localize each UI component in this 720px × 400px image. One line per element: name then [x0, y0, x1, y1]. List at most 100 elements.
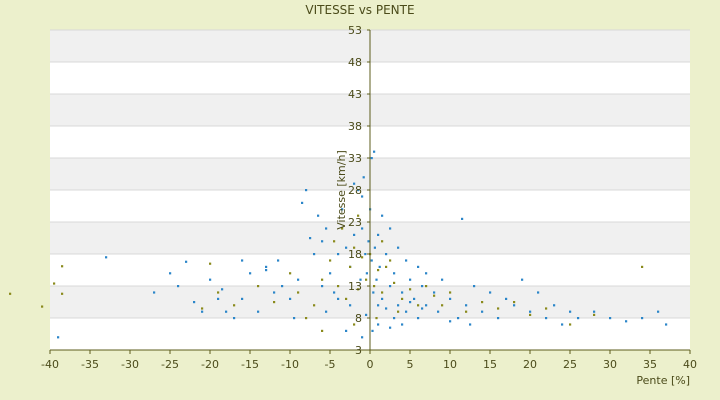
- data-point: [345, 329, 348, 332]
- data-point: [401, 291, 404, 294]
- y-tick-label: 38: [348, 120, 362, 133]
- data-point: [329, 259, 332, 262]
- data-point: [417, 265, 420, 268]
- data-point: [297, 291, 300, 294]
- data-point: [349, 265, 352, 268]
- data-point: [370, 259, 373, 262]
- data-point: [365, 272, 368, 275]
- data-point: [449, 291, 452, 294]
- data-point: [417, 317, 420, 320]
- data-point: [425, 285, 428, 288]
- data-point: [217, 297, 220, 300]
- data-point: [537, 291, 540, 294]
- data-point: [641, 265, 644, 268]
- x-axis-title: Pente [%]: [636, 374, 690, 387]
- data-point: [409, 301, 412, 304]
- data-point: [393, 317, 396, 320]
- data-point: [349, 304, 352, 307]
- data-point: [293, 317, 296, 320]
- x-tick-label: 25: [563, 358, 577, 371]
- data-point: [469, 323, 472, 326]
- y-tick-label: 48: [348, 56, 362, 69]
- data-point: [593, 313, 596, 316]
- data-point: [569, 323, 572, 326]
- data-point: [217, 291, 220, 294]
- data-point: [209, 278, 212, 281]
- data-point: [481, 310, 484, 313]
- data-point: [257, 310, 260, 313]
- data-point: [375, 278, 378, 281]
- x-tick-label: -25: [161, 358, 179, 371]
- data-point: [249, 272, 252, 275]
- x-tick-label: -35: [81, 358, 99, 371]
- data-point: [233, 304, 236, 307]
- data-point: [481, 301, 484, 304]
- y-tick-label: 33: [348, 152, 362, 165]
- data-point: [221, 288, 224, 291]
- x-tick-label: 5: [407, 358, 414, 371]
- data-point: [569, 310, 572, 313]
- data-point: [529, 310, 532, 313]
- data-point: [265, 269, 268, 272]
- data-point: [381, 240, 384, 243]
- data-point: [337, 253, 340, 256]
- data-point: [371, 329, 374, 332]
- data-point: [505, 297, 508, 300]
- data-point: [401, 297, 404, 300]
- data-point: [273, 291, 276, 294]
- data-point: [361, 336, 364, 339]
- x-tick-label: 35: [643, 358, 657, 371]
- data-point: [433, 294, 436, 297]
- data-point: [449, 320, 452, 323]
- data-point: [367, 240, 370, 243]
- chart-title: VITESSE vs PENTE: [305, 3, 414, 17]
- y-tick-label: 53: [348, 24, 362, 37]
- data-point: [185, 260, 188, 263]
- x-tick-label: 30: [603, 358, 617, 371]
- data-point: [301, 201, 304, 204]
- data-points: [9, 150, 668, 339]
- y-axis-title: Vitesse [km/h]: [335, 150, 348, 230]
- data-point: [461, 217, 464, 220]
- x-tick-label: -5: [325, 358, 336, 371]
- data-point: [413, 297, 416, 300]
- data-point: [513, 301, 516, 304]
- data-point: [345, 297, 348, 300]
- y-tick-label: 8: [355, 312, 362, 325]
- data-point: [421, 285, 424, 288]
- data-point: [362, 176, 365, 179]
- data-point: [389, 285, 392, 288]
- data-point: [489, 291, 492, 294]
- data-point: [365, 278, 368, 281]
- data-point: [385, 307, 388, 310]
- data-point: [609, 317, 612, 320]
- data-point: [381, 291, 384, 294]
- data-point: [657, 310, 660, 313]
- y-tick-label: 23: [348, 216, 362, 229]
- data-point: [417, 304, 420, 307]
- data-point: [313, 304, 316, 307]
- data-point: [321, 285, 324, 288]
- data-point: [561, 323, 564, 326]
- x-tick-labels: -40 -35 -30 -25 -20 -15 -10 -5 0 5 10 15 20 25 30 35 40: [41, 358, 697, 371]
- data-point: [409, 288, 412, 291]
- data-point: [53, 282, 56, 285]
- data-point: [289, 297, 292, 300]
- x-tick-label: -40: [41, 358, 59, 371]
- data-point: [277, 259, 280, 262]
- data-point: [169, 272, 172, 275]
- data-point: [545, 317, 548, 320]
- data-point: [377, 323, 380, 326]
- data-point: [373, 285, 376, 288]
- data-point: [297, 278, 300, 281]
- data-point: [361, 227, 364, 230]
- data-point: [153, 291, 156, 294]
- data-point: [353, 246, 356, 249]
- x-tick-label: 0: [367, 358, 374, 371]
- data-point: [405, 259, 408, 262]
- data-point: [553, 304, 556, 307]
- data-point: [441, 278, 444, 281]
- data-point: [425, 304, 428, 307]
- data-point: [353, 182, 356, 185]
